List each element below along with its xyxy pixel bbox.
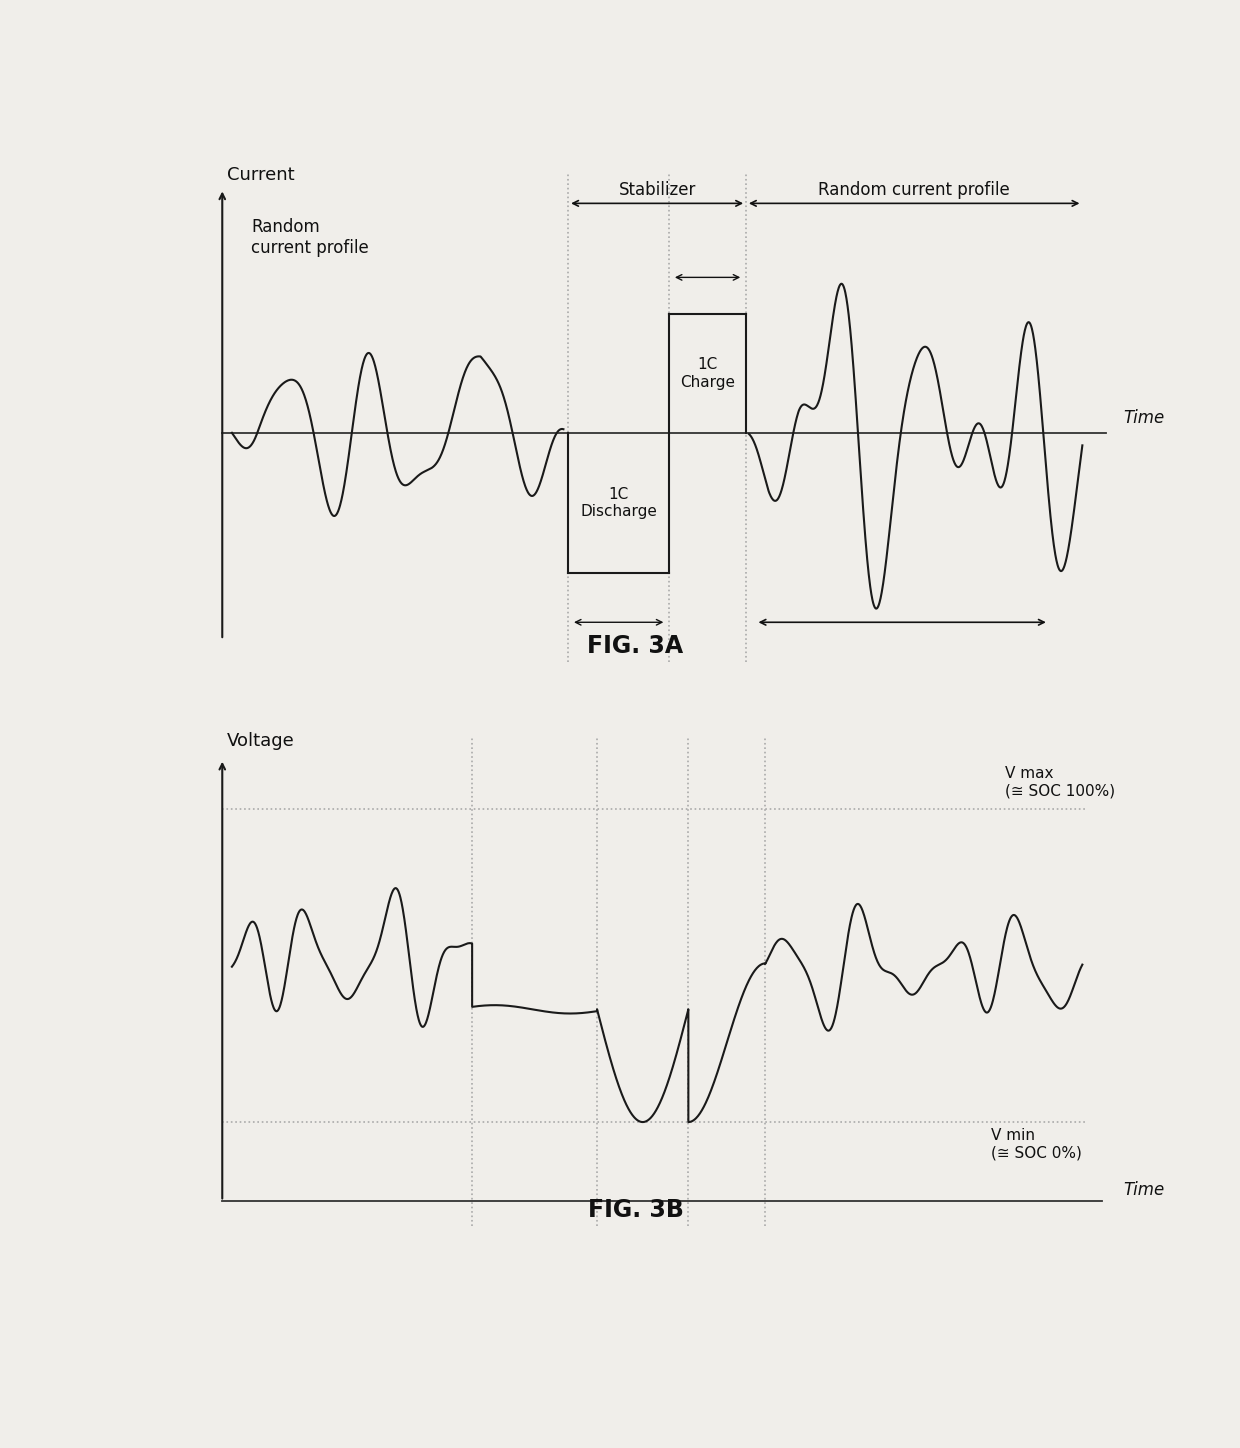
Text: FIG. 3A: FIG. 3A xyxy=(588,634,683,657)
Text: FIG. 3B: FIG. 3B xyxy=(588,1199,683,1222)
Text: 1C
Charge: 1C Charge xyxy=(680,358,735,390)
Text: Random current profile: Random current profile xyxy=(818,181,1011,198)
Text: Time: Time xyxy=(1123,1182,1164,1199)
Text: Time: Time xyxy=(1123,408,1164,427)
Text: Voltage: Voltage xyxy=(227,733,295,750)
Text: V min
(≅ SOC 0%): V min (≅ SOC 0%) xyxy=(991,1128,1083,1161)
Text: 1C
Discharge: 1C Discharge xyxy=(580,487,657,520)
Text: Random
current profile: Random current profile xyxy=(250,219,368,256)
Text: V max
(≅ SOC 100%): V max (≅ SOC 100%) xyxy=(1006,766,1116,798)
Text: Current: Current xyxy=(227,167,295,184)
Text: Stabilizer: Stabilizer xyxy=(619,181,696,198)
